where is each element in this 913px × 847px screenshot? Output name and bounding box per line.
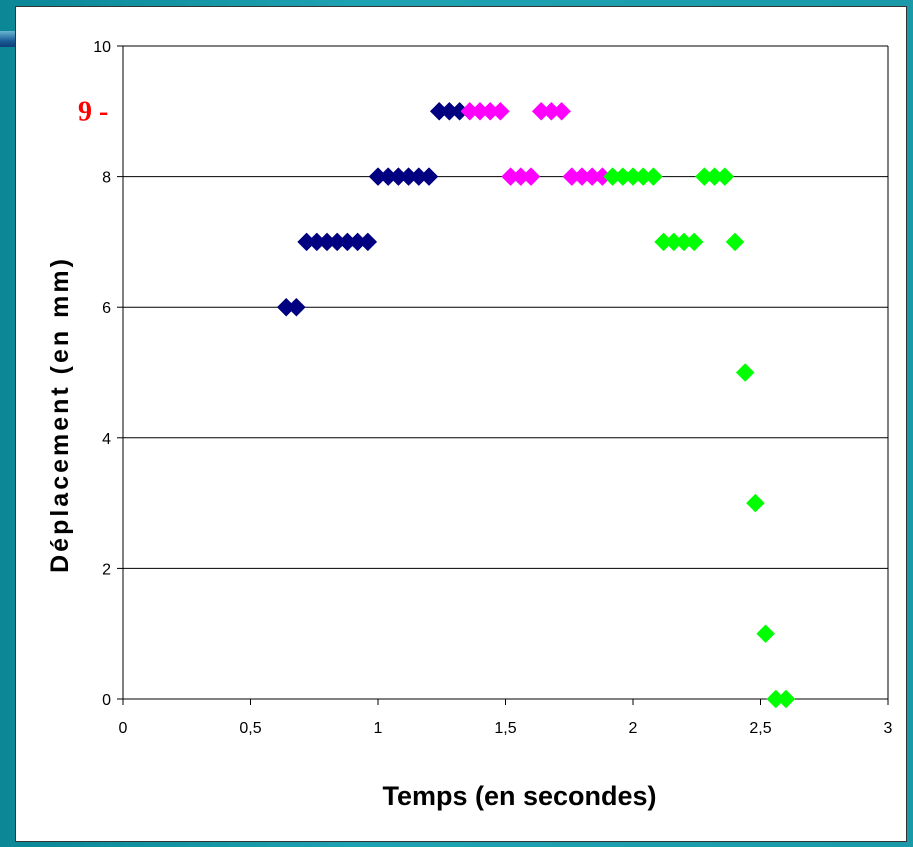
gridlines <box>123 45 889 699</box>
y-tick-label: 10 <box>93 39 111 56</box>
tick-labels: 0 2 4 6 8 10 0 0,5 1 1,5 2 2,5 3 <box>93 39 892 737</box>
data-point <box>715 167 735 186</box>
data-point <box>552 101 571 121</box>
x-tick-label: 2,5 <box>749 720 771 737</box>
scatter-chart: 0 2 4 6 8 10 0 0,5 1 1,5 2 2,5 3 9 - Temps (en secon… <box>46 39 893 811</box>
chart-panel: 0 2 4 6 8 10 0 0,5 1 1,5 2 2,5 3 9 - Temps (en secon… <box>15 6 907 842</box>
data-point <box>725 232 745 252</box>
x-tick-label: 0 <box>119 720 128 737</box>
y-tick-label: 8 <box>102 170 111 187</box>
data-point <box>684 232 704 252</box>
x-tick-label: 1 <box>374 720 383 737</box>
y-tick-label: 4 <box>102 431 111 448</box>
axes <box>117 45 889 705</box>
annotation-label: 9 - <box>78 96 108 127</box>
data-points <box>276 101 796 709</box>
y-tick-label: 2 <box>102 561 111 578</box>
data-point <box>644 167 663 186</box>
y-tick-label: 0 <box>102 692 111 709</box>
x-tick-label: 0,5 <box>239 720 261 737</box>
data-point <box>419 167 439 186</box>
data-point <box>358 232 378 252</box>
x-tick-label: 2 <box>629 720 638 737</box>
data-point <box>735 363 755 382</box>
slide-accent-bar <box>0 31 18 47</box>
y-tick-label: 6 <box>102 300 111 317</box>
data-point <box>776 689 796 709</box>
data-point <box>287 297 306 317</box>
y-axis-title: Déplacement (en mm) <box>46 256 74 573</box>
x-tick-label: 1,5 <box>494 720 516 737</box>
data-point <box>491 101 510 121</box>
data-point <box>521 167 541 186</box>
x-axis-title: Temps (en secondes) <box>382 781 656 811</box>
data-point <box>746 493 765 513</box>
data-point <box>756 624 775 644</box>
x-tick-label: 3 <box>884 720 893 737</box>
